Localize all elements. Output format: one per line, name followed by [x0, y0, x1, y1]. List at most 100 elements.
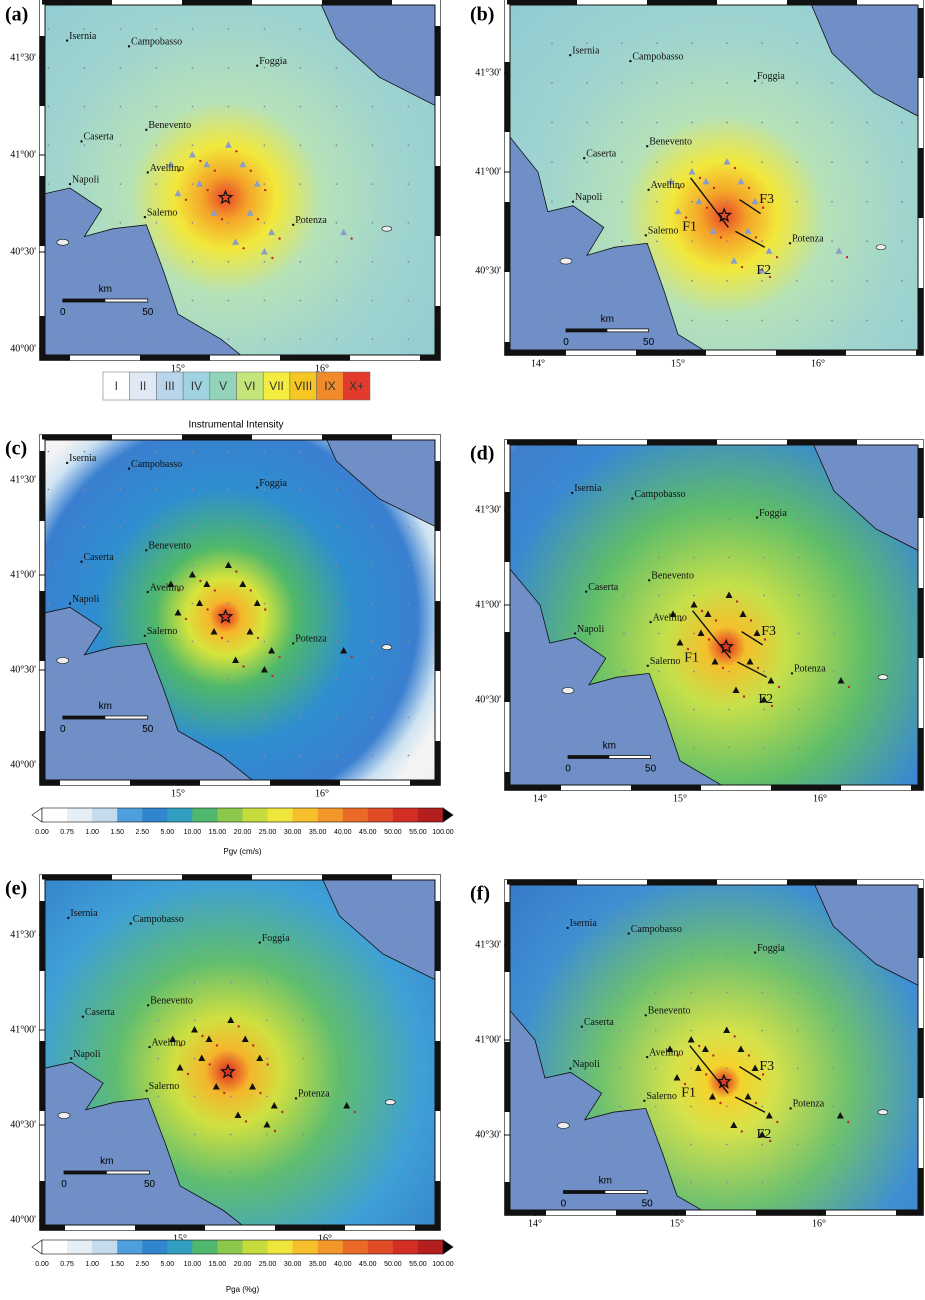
grid-dot	[619, 1106, 621, 1108]
grid-dot	[339, 1020, 341, 1022]
city-label: Isernia	[69, 31, 97, 42]
city-label: Campobasso	[631, 924, 682, 935]
grid-dot	[658, 747, 660, 749]
grid-dot	[831, 359, 833, 361]
grid-dot	[831, 82, 833, 84]
scale-label: 0	[561, 1199, 567, 1210]
scale-unit: km	[99, 701, 112, 712]
grid-dot	[192, 603, 194, 605]
panel-label: (e)	[5, 878, 27, 900]
city-label: Napoli	[72, 594, 99, 605]
grid-dot	[84, 67, 86, 69]
grid-dot	[336, 222, 338, 224]
city-label: Isernia	[69, 453, 97, 464]
island	[57, 239, 69, 245]
grid-dot	[866, 320, 868, 322]
grid-dot	[300, 183, 302, 185]
colorbar-label: 30.00	[284, 1261, 302, 1268]
scale-bar-fill	[568, 756, 609, 759]
grid-dot	[84, 338, 86, 340]
map-panel: IserniaCampobassoFoggiaBeneventoCasertaA…	[0, 783, 499, 1300]
city-label: Benevento	[651, 571, 694, 582]
colorbar-segment	[368, 1240, 393, 1254]
grid-dot	[264, 300, 266, 302]
grid-dot	[264, 338, 266, 340]
grid-dot	[797, 1182, 799, 1184]
grid-dot	[832, 1106, 834, 1108]
station-dot	[274, 1130, 276, 1132]
grid-dot	[763, 747, 765, 749]
station-dot	[708, 638, 710, 640]
grid-dot	[693, 519, 695, 521]
grid-dot	[120, 451, 122, 453]
lat-tick-label: 40°30'	[475, 694, 501, 705]
city-label: Caserta	[85, 1007, 116, 1018]
grid-dot	[302, 1020, 304, 1022]
grid-dot	[49, 906, 51, 908]
grid-dot	[586, 359, 588, 361]
colorbar-label: 15.00	[209, 829, 227, 836]
grid-dot	[901, 240, 903, 242]
station-dot	[350, 237, 352, 239]
grid-dot	[588, 481, 590, 483]
grid-dot	[798, 519, 800, 521]
grid-dot	[192, 527, 194, 529]
grid-dot	[866, 122, 868, 124]
grid-dot	[302, 906, 304, 908]
grid-dot	[48, 338, 50, 340]
grid-dot	[48, 300, 50, 302]
grid-dot	[300, 67, 302, 69]
colorbar-segment	[418, 1240, 443, 1254]
grid-dot	[726, 280, 728, 282]
grid-dot	[551, 280, 553, 282]
grid-dot	[264, 603, 266, 605]
grid-dot	[194, 906, 196, 908]
station-dot	[778, 686, 780, 688]
station-dot	[209, 1063, 211, 1065]
grid-dot	[264, 67, 266, 69]
grid-dot	[832, 954, 834, 956]
scale-label: 50	[642, 1199, 654, 1210]
city-marker	[646, 145, 648, 147]
intensity-class-label: IX	[324, 379, 335, 393]
map-panel: IserniaCampobassoFoggiaBeneventoCasertaA…	[464, 793, 925, 1300]
grid-dot	[336, 67, 338, 69]
map-panel: IserniaCampobassoFoggiaBeneventoCasertaA…	[470, 358, 925, 909]
colorbar-label: 100.00	[432, 829, 454, 836]
grid-dot	[655, 916, 657, 918]
grid-dot	[655, 1144, 657, 1146]
grid-dot	[372, 489, 374, 491]
grid-dot	[302, 982, 304, 984]
grid-dot	[832, 1220, 834, 1222]
grid-dot	[228, 28, 230, 30]
grid-dot	[372, 717, 374, 719]
grid-dot	[621, 42, 623, 44]
grid-dot	[411, 906, 413, 908]
grid-dot	[831, 201, 833, 203]
grid-dot	[690, 916, 692, 918]
grid-dot	[763, 557, 765, 559]
grid-dot	[903, 633, 905, 635]
grid-dot	[693, 481, 695, 483]
colorbar-label: 1.00	[85, 829, 99, 836]
city-marker	[581, 1026, 583, 1028]
scale-unit: km	[99, 284, 112, 295]
island	[878, 675, 888, 680]
grid-dot	[866, 82, 868, 84]
grid-dot	[588, 709, 590, 711]
station-dot	[701, 610, 703, 612]
grid-dot	[84, 451, 86, 453]
grid-dot	[588, 557, 590, 559]
grid-dot	[156, 222, 158, 224]
grid-dot	[264, 641, 266, 643]
city-marker	[756, 516, 758, 518]
grid-dot	[831, 320, 833, 322]
scale-label: 50	[645, 764, 657, 775]
grid-dot	[658, 709, 660, 711]
grid-dot	[693, 633, 695, 635]
grid-dot	[831, 240, 833, 242]
grid-dot	[228, 222, 230, 224]
grid-dot	[408, 183, 410, 185]
grid-dot	[901, 161, 903, 163]
grid-dot	[903, 954, 905, 956]
